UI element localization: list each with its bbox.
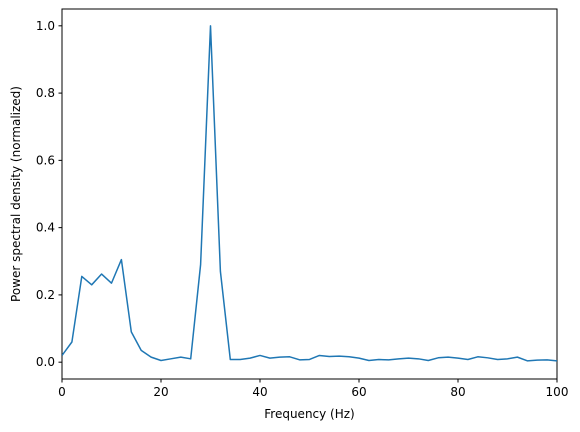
y-tick-label: 0.4: [36, 221, 55, 235]
x-axis-label: Frequency (Hz): [264, 407, 355, 421]
x-tick-label: 20: [153, 385, 168, 399]
y-tick-label: 0.2: [36, 288, 55, 302]
x-tick-label: 40: [252, 385, 267, 399]
y-tick-label: 0.6: [36, 153, 55, 167]
y-tick-label: 0.0: [36, 355, 55, 369]
plot-frame: [61, 8, 558, 380]
data-line: [62, 25, 557, 362]
y-axis-label: Power spectral density (normalized): [9, 86, 23, 302]
x-tick-label: 60: [351, 385, 366, 399]
x-tick-label: 0: [58, 385, 66, 399]
y-tick-label: 1.0: [36, 19, 55, 33]
y-tick-label: 0.8: [36, 86, 55, 100]
x-tick-label: 100: [546, 385, 569, 399]
x-tick-label: 80: [450, 385, 465, 399]
